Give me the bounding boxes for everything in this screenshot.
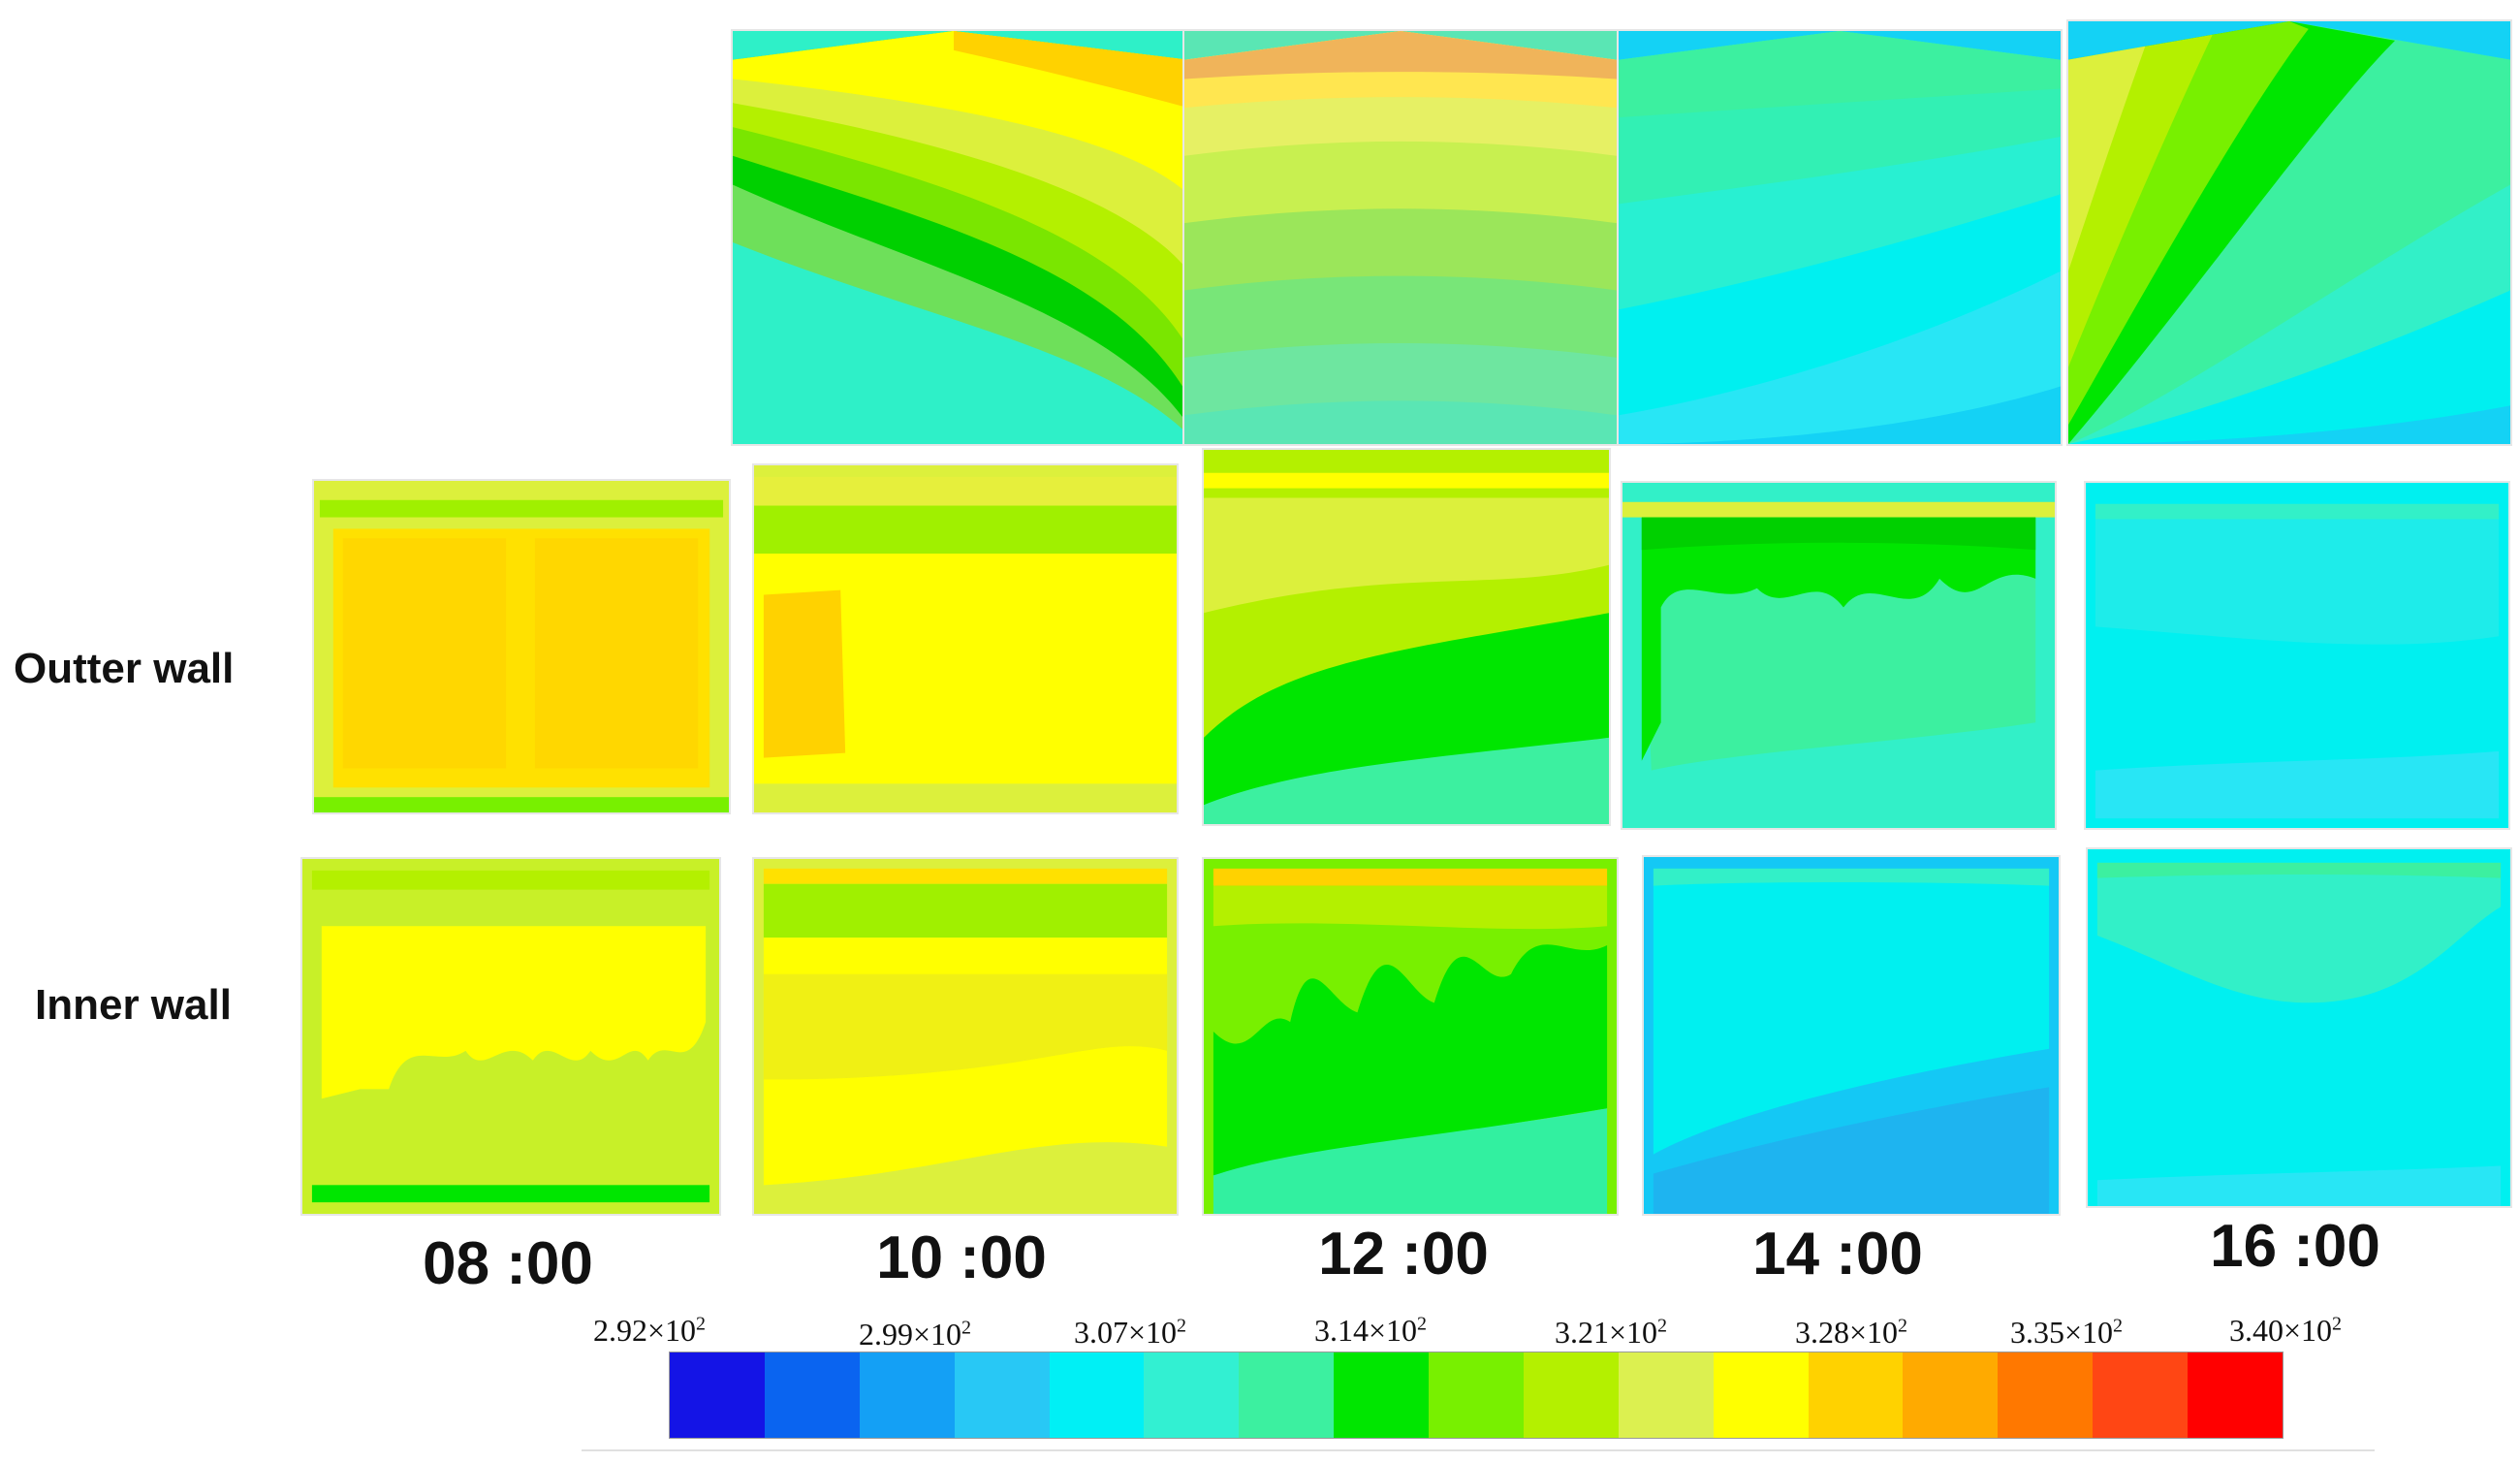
row-label-inner-wall: Inner wall [35, 981, 232, 1029]
time-label-1400: 14 :00 [1752, 1221, 1923, 1288]
colorbar-swatch [1523, 1352, 1619, 1438]
colorbar-tick-2: 3.07×102 [1074, 1315, 1187, 1350]
colorbar-swatch [2093, 1352, 2188, 1438]
time-label-1200: 12 :00 [1318, 1221, 1489, 1288]
inner-wall-panel-1000 [752, 857, 1179, 1216]
outer-wall-panel-1400 [1621, 481, 2057, 830]
colorbar-swatch [1239, 1352, 1335, 1438]
colorbar-swatch [1713, 1352, 1809, 1438]
inner-wall-panel-1400 [1642, 855, 2061, 1216]
colorbar-swatch [1998, 1352, 2094, 1438]
inner-wall-panel-1200 [1202, 857, 1619, 1216]
colorbar-tick-6: 3.35×102 [2010, 1315, 2124, 1350]
colorbar-swatch [1144, 1352, 1240, 1438]
colorbar-tick-7: 3.40×102 [2229, 1313, 2343, 1348]
time-label-0800: 08 :00 [423, 1230, 593, 1297]
outer-wall-panel-1600 [2084, 481, 2510, 830]
colorbar-swatch [1429, 1352, 1524, 1438]
colorbar [669, 1352, 2284, 1439]
colorbar-swatch [1049, 1352, 1145, 1438]
outer-wall-panel-1000 [752, 463, 1179, 814]
inner-wall-panel-0800 [300, 857, 721, 1216]
outer-wall-panel-0800 [312, 479, 731, 814]
colorbar-tick-4: 3.21×102 [1555, 1315, 1668, 1350]
time-label-1000: 10 :00 [876, 1224, 1047, 1291]
colorbar-swatch [1618, 1352, 1714, 1438]
colorbar-swatch [764, 1352, 860, 1438]
colorbar-tick-1: 2.99×102 [859, 1317, 972, 1352]
colorbar-swatch [2188, 1352, 2283, 1438]
roof-panel-1200 [1182, 29, 1619, 446]
roof-panel-1400 [1617, 29, 2063, 446]
colorbar-tick-5: 3.28×102 [1795, 1315, 1908, 1350]
roof-panel-1000 [731, 29, 1190, 446]
colorbar-tick-0: 2.92×102 [593, 1313, 707, 1348]
colorbar-frame [582, 1343, 2375, 1451]
colorbar-swatch [1808, 1352, 1904, 1438]
colorbar-swatch [1903, 1352, 1999, 1438]
roof-panel-1600 [2066, 19, 2512, 446]
inner-wall-panel-1600 [2086, 847, 2512, 1208]
colorbar-swatch [954, 1352, 1050, 1438]
time-label-1600: 16 :00 [2210, 1213, 2380, 1280]
colorbar-tick-3: 3.14×102 [1314, 1313, 1428, 1348]
outer-wall-panel-1200 [1202, 448, 1611, 826]
colorbar-swatch [859, 1352, 955, 1438]
colorbar-swatch [670, 1352, 765, 1438]
colorbar-swatch [1334, 1352, 1429, 1438]
row-label-outer-wall: Outter wall [14, 645, 235, 692]
